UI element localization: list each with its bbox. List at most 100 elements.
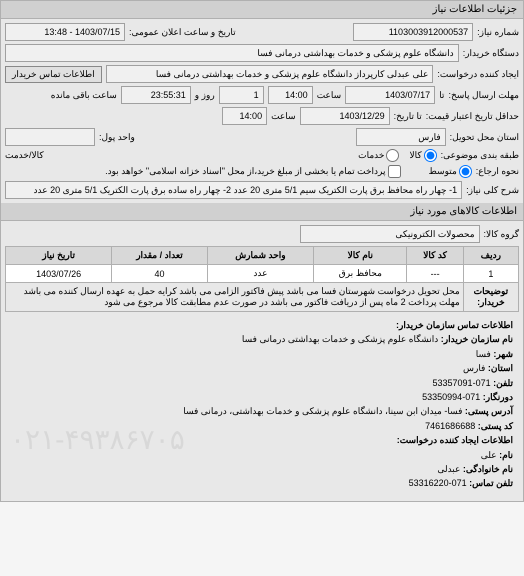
radio-avg-mid-label: متوسط xyxy=(429,166,457,177)
package-radio-group: کالا خدمات xyxy=(358,149,437,162)
deadline-date-field xyxy=(345,86,435,104)
contact-postal-line: کد پستی: 7461686688 xyxy=(11,419,513,433)
contact-address-line: آدرس پستی: فسا- میدان ابن سینا، دانشگاه … xyxy=(11,404,513,418)
cell-qty: 40 xyxy=(112,265,207,283)
postal-value: 7461686688 xyxy=(425,421,475,431)
payment-checkbox-input[interactable] xyxy=(388,165,401,178)
contact-phone-label: تلفن تماس: xyxy=(469,478,513,488)
details-panel: جزئیات اطلاعات نیاز شماره نیاز: تاریخ و … xyxy=(0,0,524,502)
contact-state-line: استان: فارس xyxy=(11,361,513,375)
creator-field xyxy=(106,65,434,83)
to-label-1: تا xyxy=(439,90,444,101)
radio-kala-input[interactable] xyxy=(424,149,437,162)
row-package: طبقه بندی موضوعی: کالا خدمات کالا/خدمت xyxy=(5,149,519,162)
contact-phone-line: تلفن: 071-53357091 xyxy=(11,376,513,390)
contact-phone-value: 071-53316220 xyxy=(409,478,467,488)
payment-checkbox[interactable]: پرداخت تمام یا بخشی از مبلغ خرید،از محل … xyxy=(105,165,400,178)
notes-label-cell: توضیحات خریدار: xyxy=(463,283,518,312)
row-creator: ایجاد کننده درخواست: اطلاعات تماس خریدار xyxy=(5,65,519,83)
buyer-field xyxy=(5,44,459,62)
goods-header: اطلاعات کالاهای مورد نیاز xyxy=(1,203,523,221)
row-avg: نحوه ارجاع: متوسط پرداخت تمام یا بخشی از… xyxy=(5,165,519,178)
factors-date-field xyxy=(300,107,390,125)
radio-khadamat-label: خدمات xyxy=(358,150,384,161)
col-row-no: ردیف xyxy=(463,247,518,265)
cell-unit: عدد xyxy=(207,265,314,283)
delivery-unit-label: واحد پول: xyxy=(99,132,135,143)
remaining-days-field xyxy=(219,86,264,104)
address-value: فسا- میدان ابن سینا، دانشگاه علوم پزشکی … xyxy=(183,406,462,416)
goods-table: ردیف کد کالا نام کالا واحد شمارش تعداد /… xyxy=(5,246,519,312)
delivery-unit-field xyxy=(5,128,95,146)
deadline-label: مهلت ارسال پاسخ: xyxy=(448,90,519,101)
table-row: 1 --- محافظ برق عدد 40 1403/07/26 xyxy=(6,265,519,283)
row-desc: شرح کلی نیاز: xyxy=(5,181,519,199)
cell-code: --- xyxy=(407,265,463,283)
cell-date: 1403/07/26 xyxy=(6,265,112,283)
radio-avg-mid[interactable]: متوسط xyxy=(429,165,472,178)
delivery-state-label: استان محل تحویل: xyxy=(450,132,519,143)
creator-family-line: نام خانوادگی: عبدلی xyxy=(11,462,513,476)
time-label-2: ساعت xyxy=(271,111,296,122)
avg-label: نحوه ارجاع: xyxy=(476,166,519,177)
panel-title: جزئیات اطلاعات نیاز xyxy=(1,1,523,19)
group-label: گروه کالا: xyxy=(484,229,519,240)
contact-org-line: نام سازمان خریدار: دانشگاه علوم پزشکی و … xyxy=(11,332,513,346)
org-label: نام سازمان خریدار: xyxy=(441,334,513,344)
name-label: نام: xyxy=(499,450,513,460)
contact-header: اطلاعات تماس سازمان خریدار: xyxy=(11,318,513,332)
buyer-label: دستگاه خریدار: xyxy=(463,48,519,59)
col-name: نام کالا xyxy=(314,247,407,265)
package-label: طبقه بندی موضوعی: xyxy=(441,150,519,161)
col-code: کد کالا xyxy=(407,247,463,265)
cell-row-no: 1 xyxy=(463,265,518,283)
fax-value: 071-53350994 xyxy=(422,392,480,402)
remaining-time-field xyxy=(121,86,191,104)
family-value: عبدلی xyxy=(437,464,460,474)
contact-fax-line: دورنگار: 071-53350994 xyxy=(11,390,513,404)
creator-name-line: نام: علی xyxy=(11,448,513,462)
notes-row: توضیحات خریدار: محل تحویل درخواست شهرستا… xyxy=(6,283,519,312)
desc-field xyxy=(5,181,462,199)
factors-time-field xyxy=(222,107,267,125)
creator-label: ایجاد کننده درخواست: xyxy=(437,69,519,80)
col-date: تاریخ نیاز xyxy=(6,247,112,265)
delivery-state-field xyxy=(356,128,446,146)
address-label: آدرس پستی: xyxy=(465,406,513,416)
state-value: فارس xyxy=(463,363,485,373)
factors-to-label: تا تاریخ: xyxy=(394,111,422,122)
factors-label: حداقل تاریخ اعتبار قیمت: xyxy=(426,111,519,122)
radio-khadamat[interactable]: خدمات xyxy=(358,149,399,162)
row-group: گروه کالا: xyxy=(5,225,519,243)
panel-body: شماره نیاز: تاریخ و ساعت اعلان عمومی: دس… xyxy=(1,19,523,501)
row-deadline: مهلت ارسال پاسخ: تا ساعت روز و ساعت باقی… xyxy=(5,86,519,104)
contact-city-line: شهر: فسا xyxy=(11,347,513,361)
postal-label: کد پستی: xyxy=(478,421,513,431)
remaining-suffix: ساعت باقی مانده xyxy=(51,90,117,101)
col-unit: واحد شمارش xyxy=(207,247,314,265)
request-no-field xyxy=(353,23,473,41)
deadline-time-field xyxy=(268,86,313,104)
request-no-label: شماره نیاز: xyxy=(477,27,519,38)
cell-name: محافظ برق xyxy=(314,265,407,283)
announce-field xyxy=(5,23,125,41)
name-value: علی xyxy=(481,450,497,460)
days-and-label: روز و xyxy=(195,90,215,101)
radio-kala-label: کالا xyxy=(409,150,421,161)
payment-checkbox-label: پرداخت تمام یا بخشی از مبلغ خرید،از محل … xyxy=(105,166,385,177)
notes-text-cell: محل تحویل درخواست شهرستان فسا می باشد پی… xyxy=(6,283,464,312)
phone-label: تلفن: xyxy=(493,378,513,388)
table-header-row: ردیف کد کالا نام کالا واحد شمارش تعداد /… xyxy=(6,247,519,265)
radio-avg-mid-input[interactable] xyxy=(459,165,472,178)
row-delivery: استان محل تحویل: واحد پول: xyxy=(5,128,519,146)
org-value: دانشگاه علوم پزشکی و خدمات بهداشتی درمان… xyxy=(242,334,438,344)
col-qty: تعداد / مقدار xyxy=(112,247,207,265)
time-label-1: ساعت xyxy=(317,90,342,101)
radio-kala[interactable]: کالا xyxy=(409,149,436,162)
radio-khadamat-input[interactable] xyxy=(386,149,399,162)
city-value: فسا xyxy=(476,349,491,359)
desc-label: شرح کلی نیاز: xyxy=(466,185,519,196)
row-request-no: شماره نیاز: تاریخ و ساعت اعلان عمومی: xyxy=(5,23,519,41)
buyer-contact-button[interactable]: اطلاعات تماس خریدار xyxy=(5,66,102,83)
row-buyer: دستگاه خریدار: xyxy=(5,44,519,62)
